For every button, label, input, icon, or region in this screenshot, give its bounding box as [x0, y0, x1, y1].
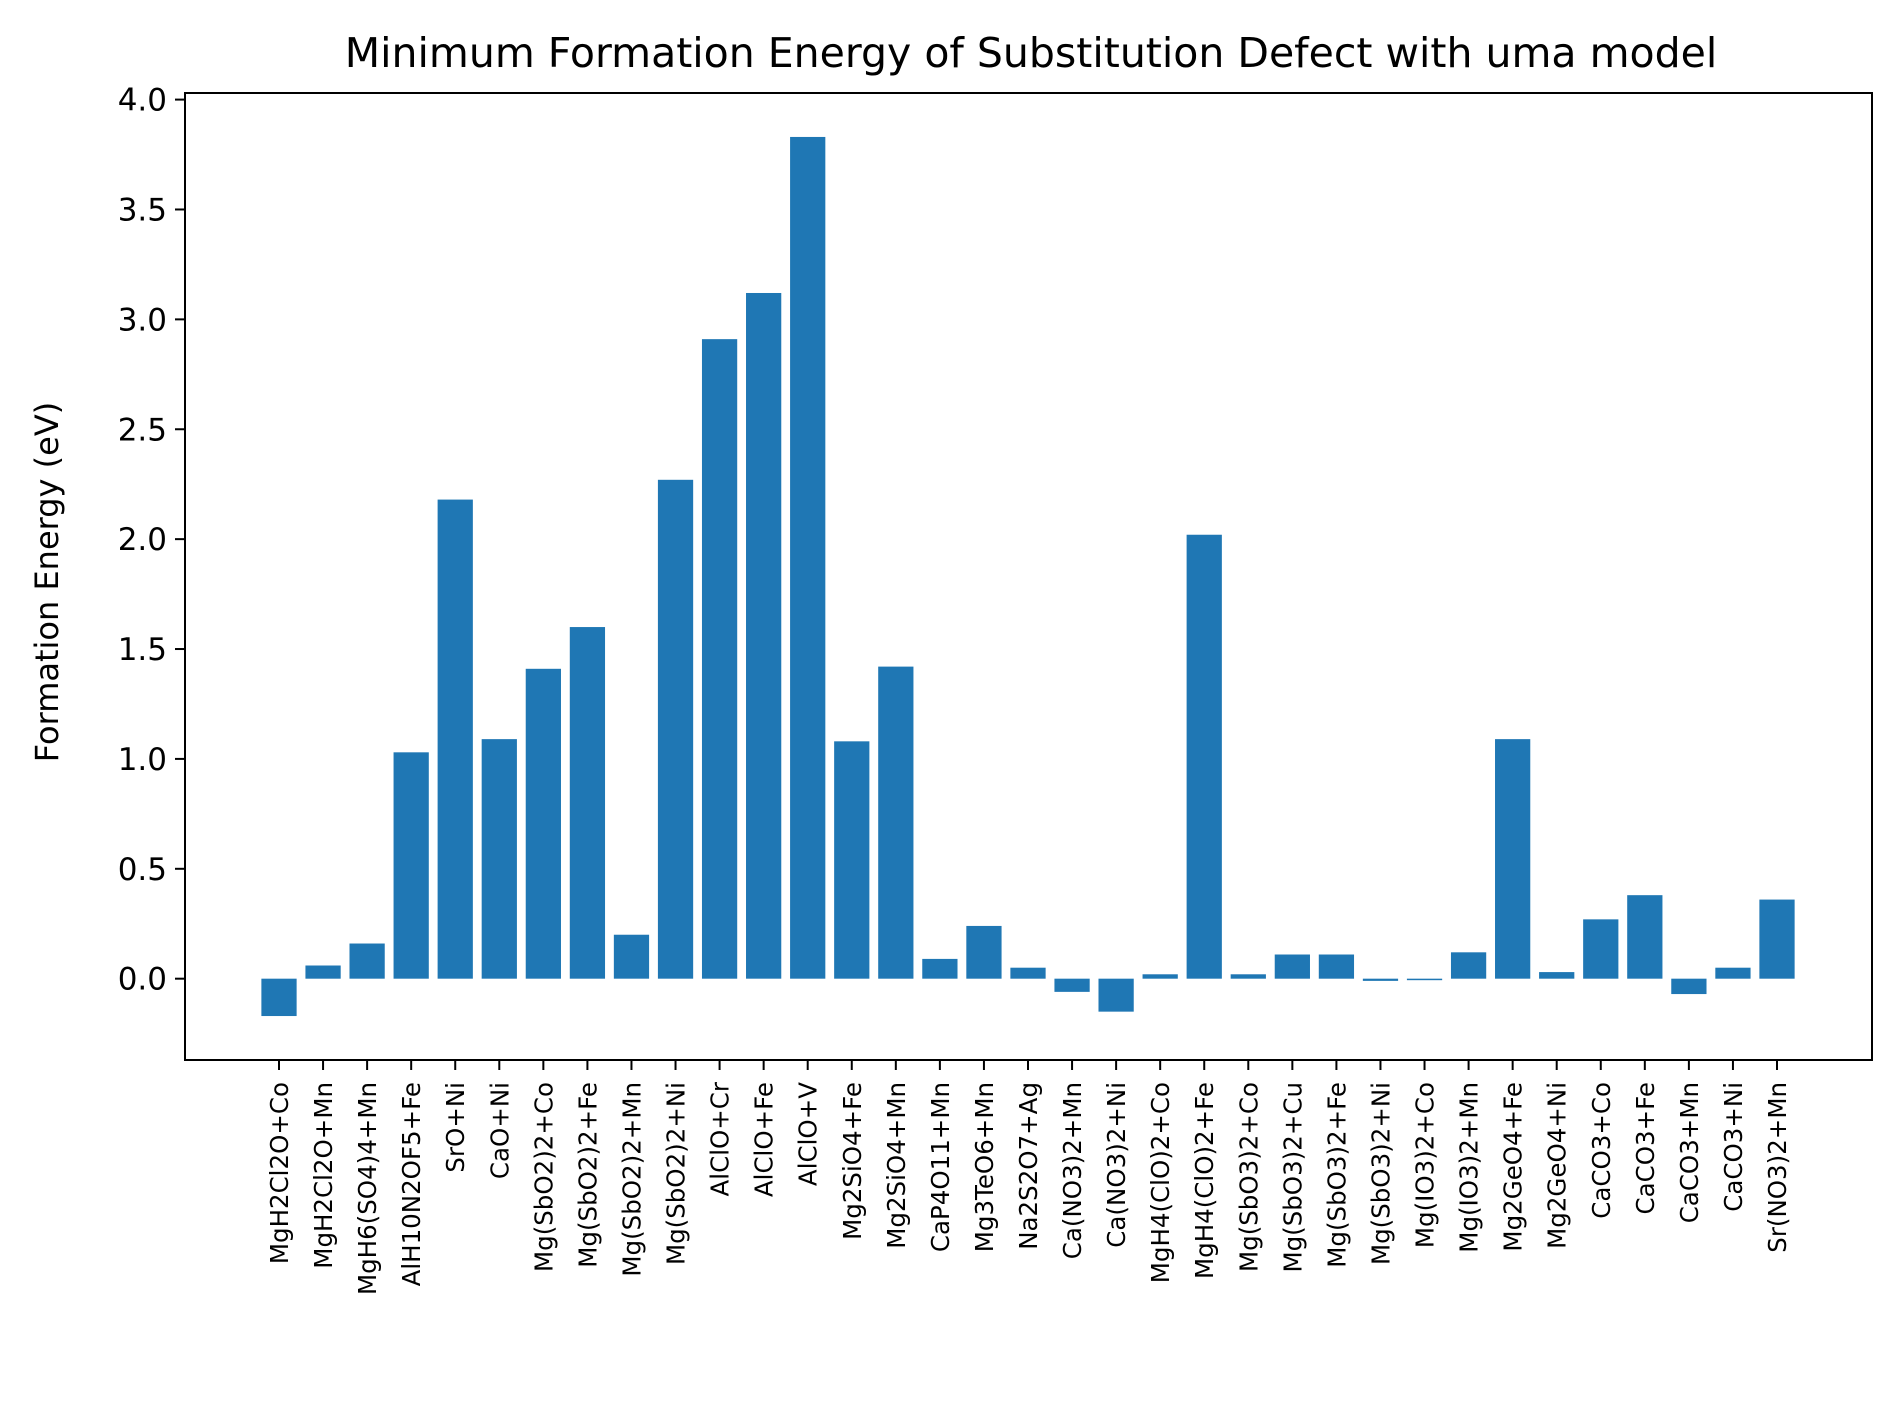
x-tick-label: CaCO3+Fe — [1631, 1082, 1660, 1214]
y-axis-label: Formation Energy (eV) — [28, 402, 66, 762]
bar — [1406, 978, 1443, 981]
x-tick-label: Mg(SbO3)2+Ni — [1366, 1082, 1395, 1265]
bar — [834, 741, 870, 979]
bar — [1318, 954, 1355, 979]
x-tick-label: CaP4O11+Mn — [926, 1082, 955, 1252]
bar — [613, 934, 650, 979]
bar — [1186, 534, 1222, 979]
x-tick-label: SrO+Ni — [441, 1082, 470, 1173]
bar — [746, 292, 782, 979]
y-tick-label: 2.5 — [118, 412, 167, 448]
bar — [1759, 899, 1795, 979]
x-tick-label: Mg(SbO3)2+Co — [1234, 1082, 1263, 1272]
bar — [1671, 978, 1707, 995]
bar — [1142, 974, 1178, 979]
y-axis-ticks: 0.0 0.5 1.0 1.5 2.0 2.5 3.0 3.5 4.0 — [118, 83, 185, 998]
bar — [657, 479, 694, 979]
bar-group — [261, 136, 1795, 1017]
bar — [1715, 967, 1751, 979]
bar — [1450, 952, 1487, 979]
bar — [922, 958, 958, 979]
x-tick-label: Mg2GeO4+Fe — [1499, 1082, 1528, 1252]
y-tick-label: 1.0 — [118, 742, 167, 778]
plot-area-frame — [184, 92, 1873, 1061]
x-tick-label: Mg(IO3)2+Co — [1411, 1082, 1440, 1248]
bar — [1010, 967, 1046, 979]
x-tick-label: Ca(NO3)2+Ni — [1102, 1082, 1131, 1248]
bar — [437, 499, 473, 979]
bar — [790, 136, 826, 979]
x-tick-label: MgH4(ClO)2+Fe — [1190, 1082, 1219, 1279]
y-tick-label: 3.0 — [118, 302, 167, 338]
bar — [1539, 972, 1575, 979]
x-tick-label: CaO+Ni — [485, 1082, 514, 1179]
x-tick-label: AlClO+Fe — [750, 1082, 779, 1197]
x-tick-label: Mg(SbO3)2+Fe — [1322, 1082, 1351, 1268]
bar — [261, 978, 297, 1017]
x-tick-label: AlH10N2OF5+Fe — [397, 1082, 426, 1286]
y-tick-label: 4.0 — [118, 83, 167, 119]
y-tick-label: 0.0 — [118, 962, 167, 998]
bar — [701, 339, 738, 979]
x-tick-label: Ca(NO3)2+Mn — [1058, 1082, 1087, 1259]
bar — [1627, 895, 1663, 979]
x-tick-label: MgH4(ClO)2+Co — [1146, 1082, 1175, 1283]
y-tick-label: 3.5 — [118, 192, 167, 228]
chart-title: Minimum Formation Energy of Substitution… — [345, 29, 1718, 77]
y-tick-label: 0.5 — [118, 852, 167, 888]
x-tick-label: Mg(SbO2)2+Ni — [662, 1082, 691, 1265]
y-tick-label: 2.0 — [118, 522, 167, 558]
bar — [481, 739, 517, 979]
bar — [349, 943, 385, 979]
x-tick-label: AlClO+Cr — [706, 1081, 735, 1196]
x-tick-label: Mg(IO3)2+Mn — [1455, 1082, 1484, 1253]
bar — [1362, 978, 1399, 981]
bar — [966, 925, 1002, 979]
y-tick-label: 1.5 — [118, 632, 167, 668]
x-tick-label: CaCO3+Mn — [1675, 1082, 1704, 1223]
x-tick-label: Mg(SbO2)2+Mn — [617, 1082, 646, 1277]
bar — [1583, 919, 1619, 979]
x-tick-label: CaCO3+Co — [1587, 1082, 1616, 1219]
x-tick-label: Mg3TeO6+Mn — [970, 1082, 999, 1252]
bar — [878, 666, 914, 979]
bar — [1230, 974, 1266, 979]
bar — [1054, 978, 1090, 992]
x-tick-label: AlClO+V — [794, 1082, 823, 1186]
bar — [305, 965, 341, 979]
x-tick-label: Sr(NO3)2+Mn — [1763, 1082, 1792, 1253]
x-axis-ticks: MgH2Cl2O+Co MgH2Cl2O+Mn MgH6(SO4)4+Mn AlH10… — [265, 1060, 1792, 1295]
x-tick-label: MgH2Cl2O+Mn — [309, 1082, 338, 1269]
x-tick-label: CaCO3+Ni — [1719, 1082, 1748, 1212]
x-tick-label: MgH2Cl2O+Co — [265, 1082, 294, 1264]
x-tick-label: MgH6(SO4)4+Mn — [353, 1082, 382, 1295]
bar — [569, 627, 606, 979]
bar — [1495, 739, 1531, 979]
x-tick-label: Mg2GeO4+Ni — [1543, 1082, 1572, 1249]
bar — [1274, 954, 1310, 979]
x-tick-label: Mg2SiO4+Mn — [882, 1082, 911, 1249]
x-tick-label: Mg(SbO2)2+Fe — [573, 1082, 602, 1268]
x-tick-label: Mg(SbO2)2+Co — [529, 1082, 558, 1272]
bar — [525, 668, 561, 979]
x-tick-label: Na2S2O7+Ag — [1014, 1082, 1043, 1250]
bar — [393, 752, 429, 979]
x-tick-label: Mg(SbO3)2+Cu — [1278, 1082, 1307, 1273]
x-tick-label: Mg2SiO4+Fe — [838, 1082, 867, 1240]
bar — [1098, 978, 1134, 1012]
